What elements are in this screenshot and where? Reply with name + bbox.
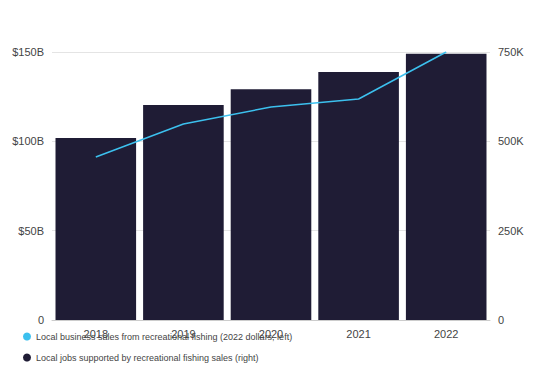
svg-text:750K: 750K bbox=[498, 46, 524, 58]
svg-text:500K: 500K bbox=[498, 135, 524, 147]
svg-text:0: 0 bbox=[498, 314, 504, 326]
svg-text:0: 0 bbox=[38, 314, 44, 326]
svg-text:2021: 2021 bbox=[346, 328, 370, 340]
svg-text:Local jobs supported by recrea: Local jobs supported by recreational fis… bbox=[36, 353, 259, 363]
svg-text:$100B: $100B bbox=[12, 135, 44, 147]
svg-text:Local business sales from recr: Local business sales from recreational f… bbox=[36, 332, 292, 342]
svg-text:2022: 2022 bbox=[434, 328, 458, 340]
svg-text:250K: 250K bbox=[498, 225, 524, 237]
svg-text:$50B: $50B bbox=[18, 225, 44, 237]
svg-text:$150B: $150B bbox=[12, 46, 44, 58]
